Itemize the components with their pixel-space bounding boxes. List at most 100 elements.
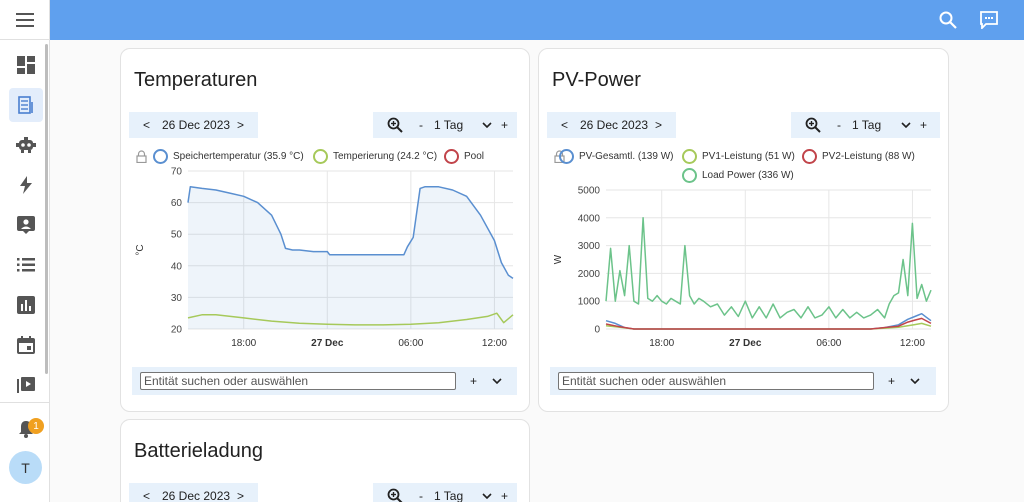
assist-button[interactable] <box>975 6 1003 34</box>
add-entity-button[interactable]: + <box>470 374 478 388</box>
y-tick-label: 2000 <box>578 269 601 280</box>
legend-label: PV2-Leistung (88 W) <box>822 151 915 162</box>
legend-swatch <box>682 168 697 183</box>
date-label[interactable]: 26 Dec 2023 <box>580 118 649 132</box>
period-minus-button[interactable]: - <box>419 118 423 132</box>
sidebar: 1 T <box>0 0 50 502</box>
legend-item-temperierung[interactable]: Temperierung (24.2 °C) <box>313 149 437 164</box>
x-tick-label: 27 Dec <box>311 338 344 349</box>
temperature-chart[interactable]: 20 30 40 50 60 70 18:00 27 Dec 06:00 12:00 °C <box>131 163 521 359</box>
period-dropdown[interactable] <box>482 483 492 502</box>
period-plus-button[interactable]: + <box>501 118 509 132</box>
entity-search-bar: + <box>132 367 517 395</box>
legend-item-pv1[interactable]: PV1-Leistung (51 W) <box>682 149 795 164</box>
avatar[interactable]: T <box>9 451 42 484</box>
x-tick-label: 18:00 <box>231 338 256 349</box>
prev-day-button[interactable]: < <box>143 489 151 502</box>
zoom-button[interactable] <box>805 112 821 138</box>
legend-item-pv-gesamt[interactable]: PV-Gesamtl. (139 W) <box>559 149 673 164</box>
legend-swatch <box>313 149 328 164</box>
next-day-button[interactable]: > <box>237 489 245 502</box>
chevron-down-icon <box>482 493 492 499</box>
robot-icon <box>16 137 36 153</box>
series-area <box>188 186 513 329</box>
card-title: Batterieladung <box>134 440 263 462</box>
period-plus-button[interactable]: + <box>920 118 928 132</box>
period-picker: - 1 Tag + <box>373 112 517 138</box>
legend-label: PV1-Leistung (51 W) <box>702 151 795 162</box>
menu-button[interactable] <box>0 0 50 40</box>
sidebar-divider <box>0 402 50 403</box>
pv-power-chart[interactable]: 0 1000 2000 3000 4000 5000 18:00 27 Dec 06:00 12:… <box>549 183 939 359</box>
prev-day-button[interactable]: < <box>143 118 151 132</box>
period-minus-button[interactable]: - <box>837 118 841 132</box>
entity-dropdown[interactable] <box>492 367 502 395</box>
sidebar-item-media[interactable] <box>9 368 43 402</box>
sidebar-item-history[interactable] <box>9 288 43 322</box>
x-tick-label: 12:00 <box>482 338 507 349</box>
y-tick-label: 20 <box>171 325 183 336</box>
next-day-button[interactable]: > <box>237 118 245 132</box>
period-picker: - 1 Tag + <box>791 112 940 138</box>
date-label[interactable]: 26 Dec 2023 <box>162 118 231 132</box>
x-tick-label: 12:00 <box>900 338 925 349</box>
date-label[interactable]: 26 Dec 2023 <box>162 489 231 502</box>
sidebar-scrollbar[interactable] <box>45 44 48 374</box>
entity-search-input[interactable] <box>558 372 874 390</box>
y-tick-label: 3000 <box>578 241 601 252</box>
prev-day-button[interactable]: < <box>561 118 569 132</box>
entity-search-input[interactable] <box>140 372 456 390</box>
zoom-button[interactable] <box>387 483 403 502</box>
notification-badge: 1 <box>28 418 44 434</box>
period-dropdown[interactable] <box>482 112 492 138</box>
legend-label: Load Power (336 W) <box>702 170 794 181</box>
chevron-down-icon <box>910 378 920 384</box>
legend-label: Speichertemperatur (35.9 °C) <box>173 151 304 162</box>
search-button[interactable] <box>934 6 962 34</box>
y-tick-label: 50 <box>171 230 183 241</box>
y-tick-label: 4000 <box>578 213 601 224</box>
search-icon <box>939 11 957 29</box>
series-line <box>605 317 932 330</box>
series-line <box>605 217 932 319</box>
card-title: PV-Power <box>552 69 641 91</box>
entity-dropdown[interactable] <box>910 367 920 395</box>
legend-item-pool[interactable]: Pool <box>444 149 484 164</box>
x-tick-label: 06:00 <box>398 338 423 349</box>
sidebar-item-dashboard[interactable] <box>9 48 43 82</box>
sidebar-item-calendar[interactable] <box>9 328 43 362</box>
lock-icon[interactable] <box>136 150 147 163</box>
y-tick-label: 0 <box>594 325 600 336</box>
period-select[interactable]: 1 Tag <box>434 489 464 502</box>
period-dropdown[interactable] <box>901 112 911 138</box>
sidebar-item-power[interactable] <box>9 168 43 202</box>
date-picker: < 26 Dec 2023 > <box>547 112 676 138</box>
period-select[interactable]: 1 Tag <box>434 118 464 132</box>
period-plus-button[interactable]: + <box>501 489 509 502</box>
date-picker: < 26 Dec 2023 > <box>129 483 258 502</box>
bar-chart-icon <box>17 296 35 314</box>
pv-power-card: PV-Power < 26 Dec 2023 > - 1 Tag + PV-Ge… <box>538 48 949 412</box>
legend-item-speicher[interactable]: Speichertemperatur (35.9 °C) <box>153 149 304 164</box>
sidebar-item-robot[interactable] <box>9 128 43 162</box>
sidebar-item-logbook[interactable] <box>9 248 43 282</box>
period-minus-button[interactable]: - <box>419 489 423 502</box>
chevron-down-icon <box>901 122 911 128</box>
legend-item-pv2[interactable]: PV2-Leistung (88 W) <box>802 149 915 164</box>
zoom-icon <box>387 117 403 133</box>
app-header <box>50 0 1024 40</box>
legend-swatch <box>444 149 459 164</box>
zoom-button[interactable] <box>387 112 403 138</box>
sidebar-item-people[interactable] <box>9 208 43 242</box>
account-box-icon <box>17 216 35 234</box>
y-tick-label: 30 <box>171 293 183 304</box>
sidebar-item-energy[interactable] <box>9 88 43 122</box>
period-select[interactable]: 1 Tag <box>852 118 882 132</box>
legend-item-load-power[interactable]: Load Power (336 W) <box>682 168 794 183</box>
x-tick-label: 18:00 <box>649 338 674 349</box>
chat-icon <box>980 11 998 29</box>
add-entity-button[interactable]: + <box>888 374 896 388</box>
calendar-icon <box>17 336 35 354</box>
next-day-button[interactable]: > <box>655 118 663 132</box>
zoom-icon <box>387 488 403 502</box>
